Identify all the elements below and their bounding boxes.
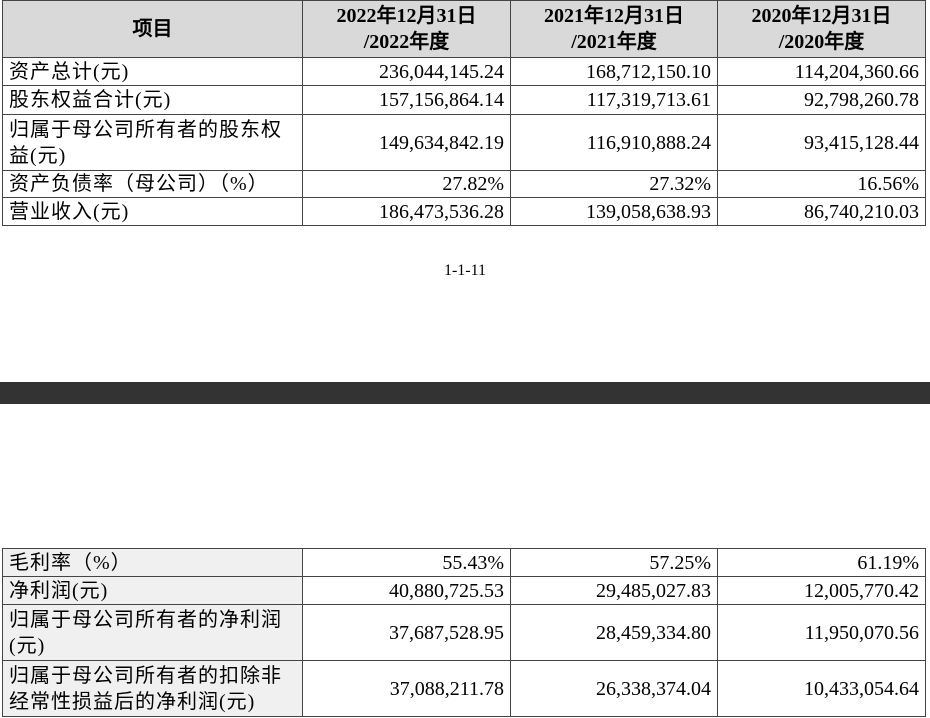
top-table: 项目 2022年12月31日/2022年度 2021年12月31日/2021年度 20… [2,0,926,226]
cell-value: 117,319,713.61 [510,85,718,115]
row-label: 股东权益合计(元) [2,85,303,115]
cell-value: 92,798,260.78 [717,85,926,115]
cell-value: 116,910,888.24 [510,114,718,171]
table-row: 股东权益合计(元) 157,156,864.14 117,319,713.61 92,… [2,85,926,115]
cell-value: 28,459,334.80 [510,604,718,661]
cell-value: 40,880,725.53 [302,576,511,605]
header-line: /2021年度 [571,31,657,53]
header-cell: 项目 [2,0,303,58]
cell-value: 61.19% [717,548,926,577]
table-row: 归属于母公司所有者的净利润(元) 37,687,528.95 28,459,334.… [2,604,926,661]
separator-bar [0,382,930,404]
cell-value: 114,204,360.66 [717,57,926,86]
header-row: 项目 2022年12月31日/2022年度 2021年12月31日/2021年度 20… [2,0,926,58]
cell-value: 26,338,374.04 [510,660,718,717]
page-number: 1-1-11 [443,262,487,279]
header-line: /2022年度 [363,31,450,53]
cell-value: 29,485,027.83 [510,576,718,605]
header-line: /2020年度 [778,31,865,53]
row-label: 归属于母公司所有者的扣除非经常性损益后的净利润(元) [2,660,303,717]
row-label: 营业收入(元) [2,197,303,226]
header-line: 2022年12月31日 [336,5,477,27]
table-row: 归属于母公司所有者的股东权益(元) 149,634,842.19 116,910,8… [2,114,926,171]
header-cell: 2020年12月31日/2020年度 [717,0,926,58]
cell-value: 186,473,536.28 [302,197,511,226]
cell-value: 10,433,054.64 [717,660,926,717]
table-row: 毛利率（%） 55.43% 57.25% 61.19% [2,548,926,577]
row-label: 归属于母公司所有者的净利润(元) [2,604,303,661]
cell-value: 57.25% [510,548,718,577]
table-row: 资产总计(元) 236,044,145.24 168,712,150.10 114,2… [2,57,926,86]
cell-value: 149,634,842.19 [302,114,511,171]
cell-value: 93,415,128.44 [717,114,926,171]
cell-value: 27.32% [510,170,718,198]
cell-value: 86,740,210.03 [717,197,926,226]
cell-value: 236,044,145.24 [302,57,511,86]
cell-value: 168,712,150.10 [510,57,718,86]
cell-value: 27.82% [302,170,511,198]
header-line: 2021年12月31日 [544,5,684,27]
header-cell: 2022年12月31日/2022年度 [302,0,511,58]
header-line: 2020年12月31日 [751,5,892,27]
cell-value: 11,950,070.56 [717,604,926,661]
row-label: 毛利率（%） [2,548,303,577]
row-label: 资产总计(元) [2,57,303,86]
header-line: 项目 [132,18,173,40]
bottom-table: 毛利率（%） 55.43% 57.25% 61.19% 净利润(元) 40,880,725… [2,548,926,717]
cell-value: 139,058,638.93 [510,197,718,226]
cell-value: 55.43% [302,548,511,577]
row-label: 归属于母公司所有者的股东权益(元) [2,114,303,171]
cell-value: 37,687,528.95 [302,604,511,661]
cell-value: 37,088,211.78 [302,660,511,717]
row-label: 资产负债率（母公司）（%） [2,170,303,198]
cell-value: 16.56% [717,170,926,198]
row-label: 净利润(元) [2,576,303,605]
cell-value: 157,156,864.14 [302,85,511,115]
header-cell: 2021年12月31日/2021年度 [510,0,718,58]
table-row: 营业收入(元) 186,473,536.28 139,058,638.93 86,74… [2,197,926,226]
table-row: 资产负债率（母公司）（%） 27.82% 27.32% 16.56% [2,170,926,198]
table-row: 净利润(元) 40,880,725.53 29,485,027.83 12,005,7… [2,576,926,605]
table-row: 归属于母公司所有者的扣除非经常性损益后的净利润(元) 37,088,211.78 2… [2,660,926,717]
cell-value: 12,005,770.42 [717,576,926,605]
